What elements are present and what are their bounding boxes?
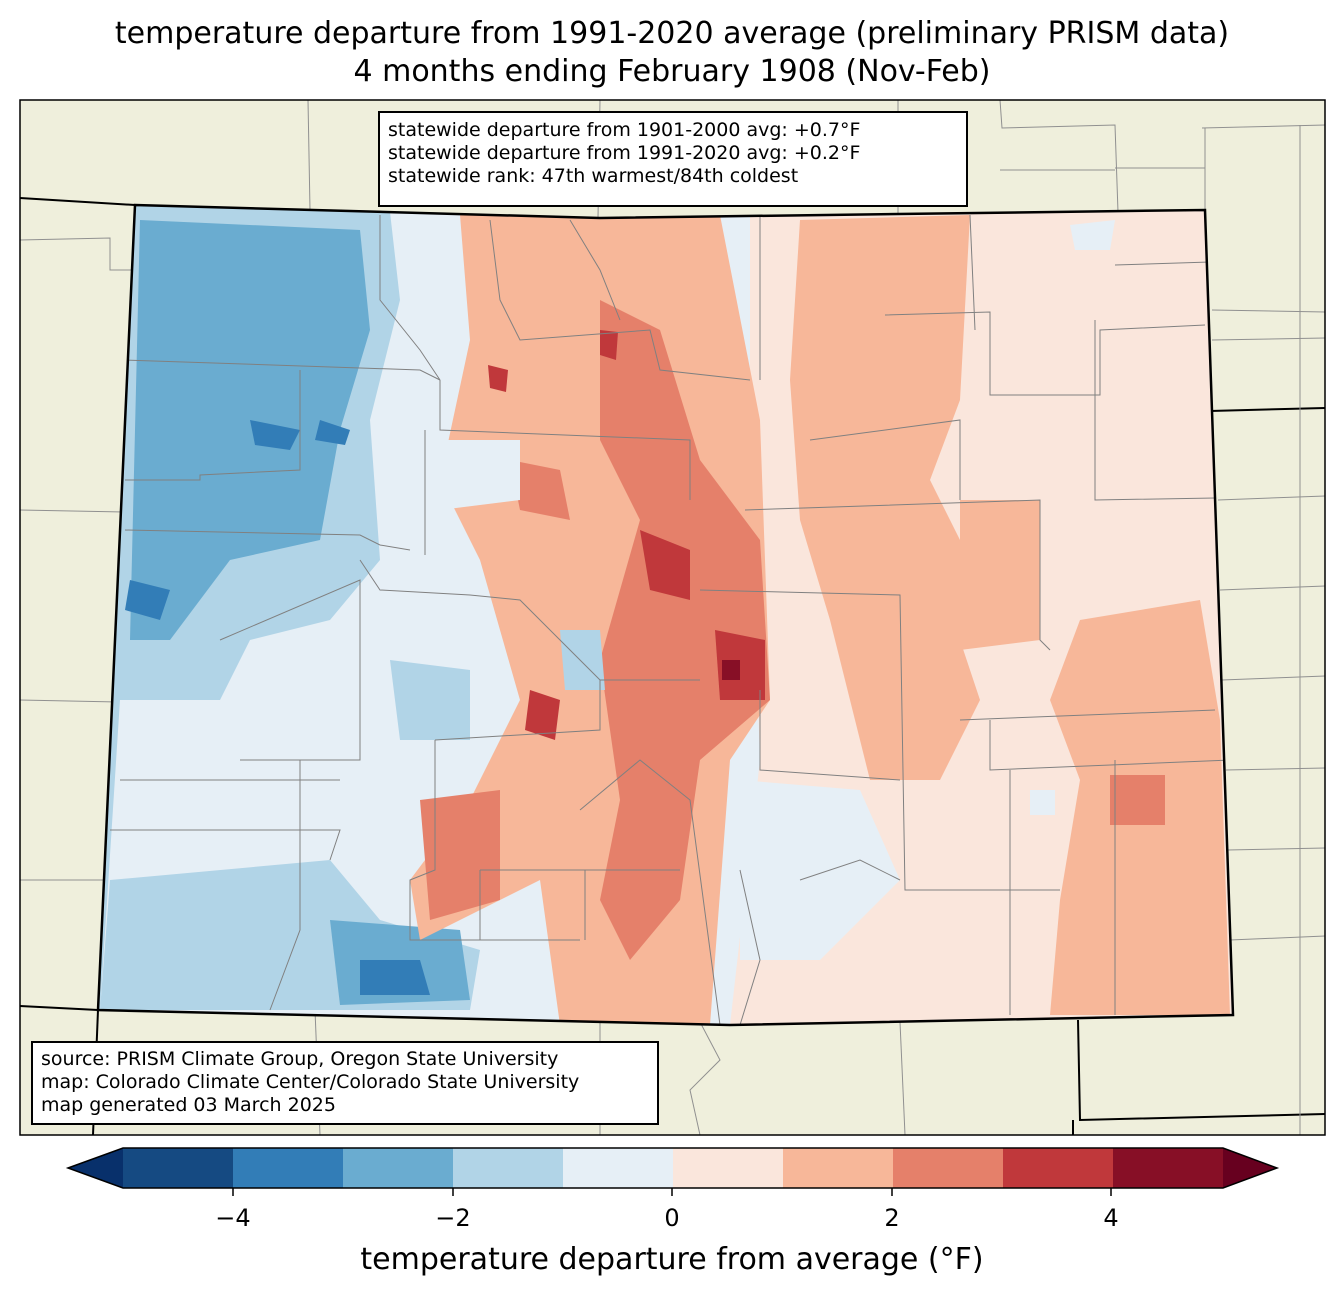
source-line: source: PRISM Climate Group, Oregon Stat… — [41, 1048, 559, 1070]
colorbar-swatch — [893, 1148, 1004, 1188]
stats-departure-1901-2000: statewide departure from 1901-2000 avg: … — [388, 119, 861, 141]
map-frame — [19, 99, 1326, 1136]
colorbar-extend-high — [1223, 1148, 1277, 1188]
colorbar — [65, 1147, 1280, 1196]
colorbar-swatch — [1113, 1148, 1224, 1188]
stats-rank: statewide rank: 47th warmest/84th coldes… — [388, 165, 799, 187]
county-lines — [110, 214, 1231, 1025]
colorbar-extend-low — [68, 1148, 123, 1188]
colorbar-tick-label: −2 — [435, 1204, 471, 1232]
colorbar-swatch — [123, 1148, 234, 1188]
colorbar-outline — [65, 1147, 1280, 1189]
colorado-state-border — [96, 203, 1235, 1027]
colorbar-tick-label: 0 — [664, 1204, 680, 1232]
colorbar-swatch — [673, 1148, 784, 1188]
colorbar-swatch — [783, 1148, 894, 1188]
colorbar-swatch — [1003, 1148, 1114, 1188]
map-credit-line: map: Colorado Climate Center/Colorado St… — [41, 1071, 580, 1093]
colorbar-swatch — [233, 1148, 344, 1188]
colorbar-swatch — [343, 1148, 454, 1188]
colorbar-swatch — [453, 1148, 564, 1188]
colorbar-tick-label: −4 — [215, 1204, 251, 1232]
source-credits-box: source: PRISM Climate Group, Oregon Stat… — [31, 1041, 659, 1125]
colorbar-tick-label: 2 — [884, 1204, 900, 1232]
stats-departure-1991-2020: statewide departure from 1991-2020 avg: … — [388, 142, 861, 164]
map-subtitle: 4 months ending February 1908 (Nov-Feb) — [353, 54, 991, 89]
generated-date-line: map generated 03 March 2025 — [41, 1094, 336, 1116]
temperature-field — [98, 205, 1233, 1025]
map-title: temperature departure from 1991-2020 ave… — [114, 16, 1230, 51]
statewide-stats-box: statewide departure from 1901-2000 avg: … — [378, 111, 968, 207]
colorbar-label: temperature departure from average (°F) — [360, 1242, 984, 1277]
colorbar-tick-label: 4 — [1103, 1204, 1119, 1232]
colorbar-swatch — [563, 1148, 674, 1188]
